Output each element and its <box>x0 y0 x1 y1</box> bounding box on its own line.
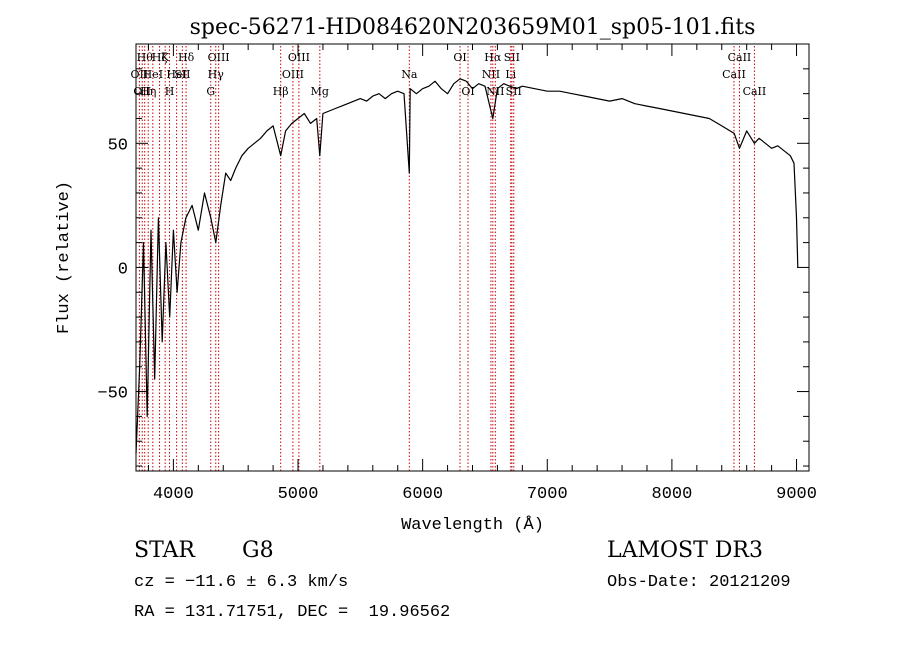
cz-value: cz = −11.6 ± 6.3 km/s <box>134 573 349 592</box>
line-label-23: NII <box>486 85 504 98</box>
y-tick-label-0: −50 <box>97 385 128 404</box>
y-tick-label-2: 50 <box>108 136 128 155</box>
line-label-24: Li <box>505 68 516 81</box>
line-label-13: OIII <box>208 51 230 64</box>
x-tick-label-4: 8000 <box>652 485 693 504</box>
line-label-6: K <box>161 51 170 64</box>
line-label-5: Hζ <box>152 51 168 64</box>
labels-layer: 4000 5000 6000 7000 8000 9000 −50 0 50 spec-56271… <box>55 15 817 535</box>
line-label-3: Hη <box>140 85 156 98</box>
survey-name: LAMOST DR3 <box>607 538 763 563</box>
line-markers: OIIOIIHθHηHeIHζKHHeISIIHδGHγOIIIHβOIIIOI… <box>131 46 767 471</box>
line-label-29: CaII <box>743 85 767 98</box>
line-label-7: H <box>165 85 175 98</box>
line-label-15: OIII <box>282 68 304 81</box>
plot-frame <box>135 43 810 472</box>
line-label-12: Hγ <box>208 68 225 81</box>
line-label-27: CaII <box>722 68 746 81</box>
spectrum-layer <box>135 78 799 454</box>
line-label-8: HeI <box>166 68 186 81</box>
x-tick-label-5: 9000 <box>776 485 817 504</box>
chart-title: spec-56271-HD084620N203659M01_sp05-101.f… <box>190 15 756 40</box>
line-label-25: SII <box>504 51 520 64</box>
x-tick-label-0: 4000 <box>153 485 194 504</box>
spectrum-line <box>135 78 799 454</box>
line-label-20: OI <box>461 85 474 98</box>
line-label-22: Hα <box>484 51 502 64</box>
x-tick-label-2: 6000 <box>402 485 443 504</box>
axes-layer <box>135 43 810 472</box>
obs-date: Obs-Date: 20121209 <box>607 573 791 592</box>
y-axis-label: Flux (relative) <box>55 181 74 334</box>
line-label-28: CaII <box>728 51 752 64</box>
line-label-9: SII <box>174 68 190 81</box>
object-class: STAR <box>134 538 195 563</box>
line-label-17: Mg <box>311 85 329 98</box>
line-label-18: Na <box>401 68 418 81</box>
ra-dec: RA = 131.71751, DEC = 19.96562 <box>134 603 451 622</box>
x-tick-label-1: 5000 <box>278 485 319 504</box>
line-label-4: HeI <box>143 68 163 81</box>
x-axis-label: Wavelength (Å) <box>401 516 544 535</box>
line-label-2: Hθ <box>137 51 154 64</box>
x-tick-label-3: 7000 <box>527 485 568 504</box>
line-label-21: NII <box>482 68 500 81</box>
line-label-14: Hβ <box>273 85 289 98</box>
subclass: G8 <box>242 538 274 563</box>
y-tick-label-1: 0 <box>118 260 128 279</box>
line-label-16: OIII <box>288 51 310 64</box>
line-label-0: OII <box>131 68 149 81</box>
line-label-1: OII <box>133 85 151 98</box>
line-label-19: OI <box>453 51 466 64</box>
line-label-10: Hδ <box>178 51 195 64</box>
line-label-11: G <box>206 85 215 98</box>
